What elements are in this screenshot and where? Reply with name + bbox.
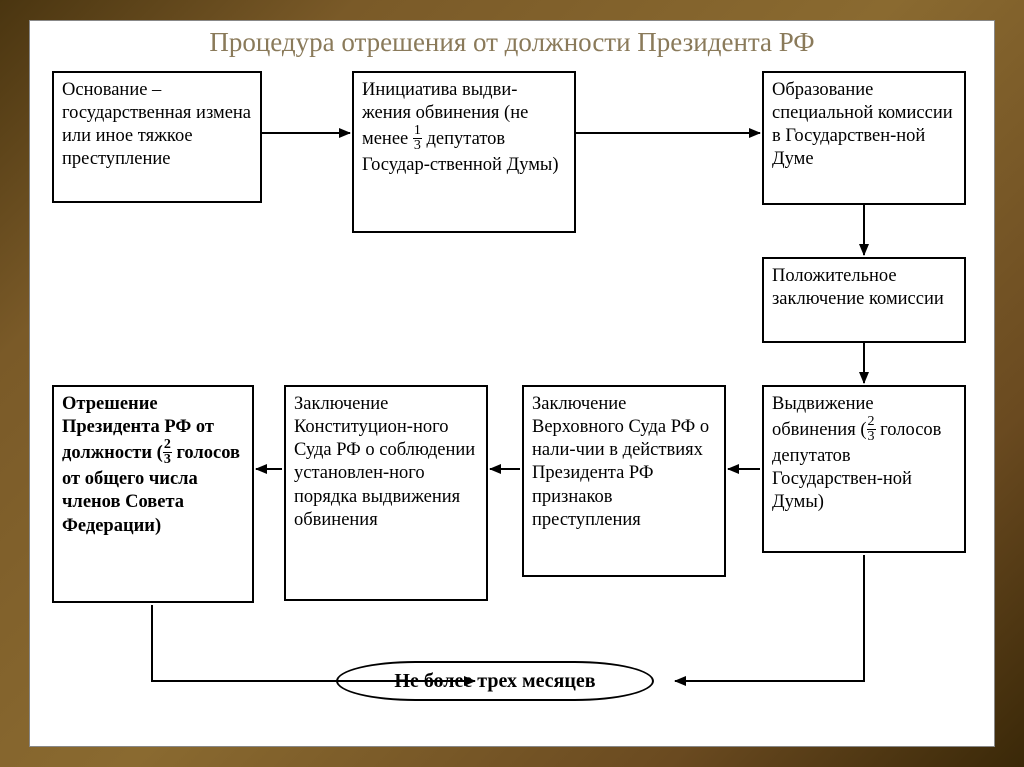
- box-conclusion-positive: Положительное заключение комиссии: [762, 257, 966, 343]
- background-frame: Процедура отрешения от должности Президе…: [0, 0, 1024, 767]
- oval-duration-label: Не более трех месяцев: [394, 670, 595, 693]
- oval-duration: Не более трех месяцев: [336, 661, 654, 701]
- box-initiative: Инициатива выдви-жения обвинения (не мен…: [352, 71, 576, 233]
- box-basis: Основание – государственная измена или и…: [52, 71, 262, 203]
- box-supreme-court: Заключение Верховного Суда РФ о нали-чии…: [522, 385, 726, 577]
- box-removal: Отрешение Президента РФ от должности (23…: [52, 385, 254, 603]
- slide-title: Процедура отрешения от должности Президе…: [30, 27, 994, 58]
- box-accusation: Выдвижение обвинения (23 голосов депутат…: [762, 385, 966, 553]
- box-constitutional-court: Заключение Конституцион-ного Суда РФ о с…: [284, 385, 488, 601]
- box-commission: Образование специальной комиссии в Госуд…: [762, 71, 966, 205]
- slide-area: Процедура отрешения от должности Президе…: [29, 20, 995, 747]
